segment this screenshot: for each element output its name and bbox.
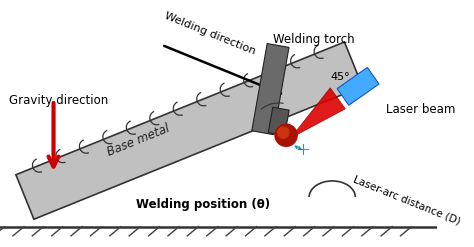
Polygon shape [252,43,289,135]
Text: Gravity direction: Gravity direction [9,94,109,107]
Text: Base metal: Base metal [105,122,172,158]
Polygon shape [268,107,289,136]
Polygon shape [16,42,363,219]
Text: Laser beam: Laser beam [386,103,455,116]
Text: 45°: 45° [330,72,350,82]
Circle shape [278,127,289,138]
Polygon shape [337,67,379,105]
Polygon shape [291,88,345,138]
Text: Welding torch: Welding torch [273,33,355,46]
Text: Welding position (θ): Welding position (θ) [136,198,270,211]
Text: Laser-arc distance (D): Laser-arc distance (D) [352,174,462,226]
Circle shape [275,124,297,146]
Text: Welding direction: Welding direction [163,11,256,57]
